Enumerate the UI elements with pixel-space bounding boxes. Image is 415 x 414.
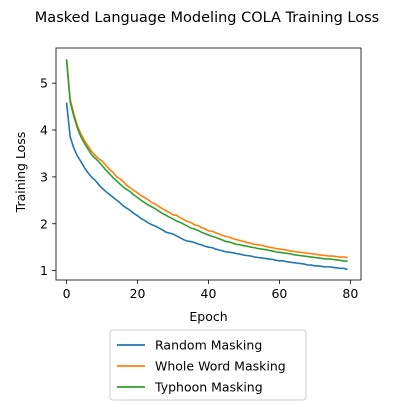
series-line-1 <box>65 102 348 271</box>
legend-label-1: Random Masking <box>155 338 262 353</box>
legend-box <box>109 329 307 401</box>
x-tick-label: 60 <box>271 286 287 301</box>
y-tick-label: 1 <box>40 263 48 278</box>
x-tick-label: 80 <box>342 286 358 301</box>
series-line-2 <box>65 58 348 259</box>
y-tick-label: 3 <box>40 169 48 184</box>
series-line-3 <box>65 59 348 263</box>
plot-area: 0 20 40 60 80 1 2 3 4 5 <box>40 47 362 301</box>
y-axis-label: Training Loss <box>13 132 28 214</box>
y-tick-label: 5 <box>40 76 48 91</box>
y-tick-label: 4 <box>40 123 48 138</box>
legend-label-3: Typhoon Masking <box>154 380 263 395</box>
y-tick-label: 2 <box>40 216 48 231</box>
x-tick-label: 0 <box>63 286 71 301</box>
x-axis-label: Epoch <box>189 309 227 324</box>
x-tick-label: 20 <box>130 286 146 301</box>
legend-label-2: Whole Word Masking <box>155 359 286 374</box>
legend: Random Masking Whole Word Masking Typhoon … <box>109 329 307 401</box>
x-tick-label: 40 <box>201 286 217 301</box>
chart-title: Masked Language Modeling COLA Training L… <box>35 10 379 26</box>
